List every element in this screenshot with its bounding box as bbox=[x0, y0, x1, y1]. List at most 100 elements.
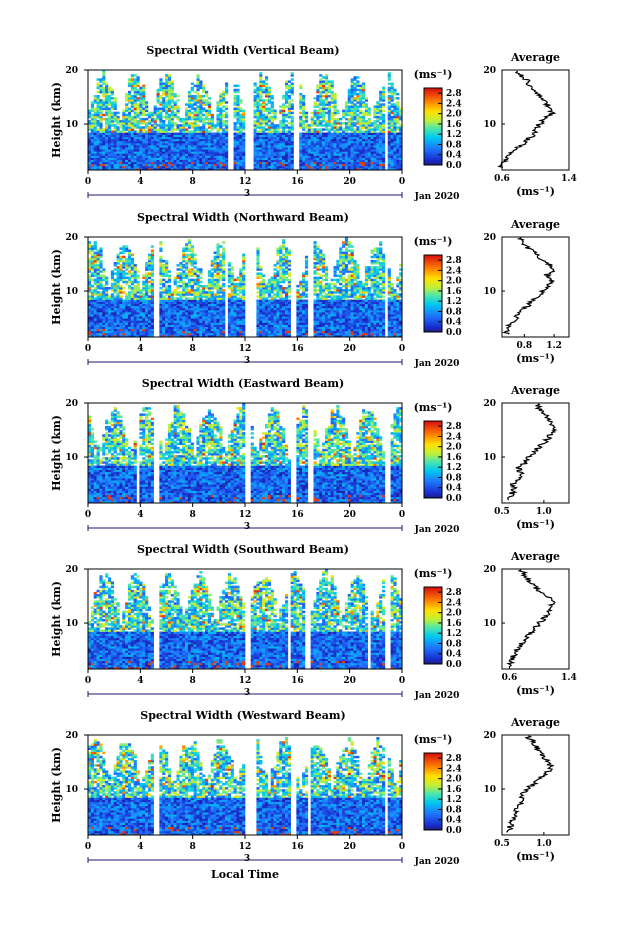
heatmap-cell bbox=[262, 120, 266, 123]
heatmap-cell bbox=[173, 167, 177, 171]
heatmap-cell bbox=[159, 138, 163, 142]
heatmap-cell bbox=[165, 82, 169, 85]
heatmap-cell bbox=[322, 120, 326, 123]
heatmap-cell bbox=[322, 117, 326, 121]
heatmap-cell bbox=[322, 165, 326, 169]
heatmap-cell bbox=[376, 142, 380, 146]
heatmap-cell bbox=[187, 136, 192, 140]
heatmap-cell bbox=[99, 332, 103, 336]
heatmap-cell bbox=[267, 136, 271, 140]
heatmap-cell bbox=[99, 247, 103, 250]
heatmap-cell bbox=[96, 312, 100, 315]
heatmap-cell bbox=[102, 105, 106, 108]
heatmap-cell bbox=[110, 293, 114, 296]
heatmap-cell bbox=[133, 289, 137, 292]
heatmap-cell bbox=[105, 280, 109, 284]
heatmap-cell bbox=[239, 130, 243, 133]
heatmap-cell bbox=[176, 167, 180, 171]
heatmap-cell bbox=[127, 297, 132, 300]
heatmap-cell bbox=[170, 161, 174, 165]
heatmap-cell bbox=[170, 309, 174, 313]
heatmap-cell bbox=[259, 159, 263, 163]
heatmap-cell bbox=[279, 165, 283, 169]
heatmap-cell bbox=[145, 301, 149, 305]
heatmap-cell bbox=[196, 324, 200, 327]
heatmap-cell bbox=[90, 130, 94, 133]
heatmap-cell bbox=[162, 274, 166, 277]
heatmap-cell bbox=[199, 270, 203, 273]
heatmap-cell bbox=[167, 157, 172, 160]
heatmap-cell bbox=[170, 138, 174, 142]
heatmap-cell bbox=[102, 312, 106, 315]
heatmap-cell bbox=[110, 117, 114, 121]
heatmap-cell bbox=[99, 117, 103, 121]
heatmap-cell bbox=[267, 130, 271, 133]
heatmap-cell bbox=[170, 136, 174, 140]
heatmap-cell bbox=[165, 138, 169, 142]
heatmap-cell bbox=[162, 136, 166, 140]
heatmap-cell bbox=[347, 97, 351, 100]
heatmap-cell bbox=[159, 120, 163, 123]
heatmap-cell bbox=[110, 157, 114, 160]
heatmap-cell bbox=[370, 128, 374, 131]
heatmap-cell bbox=[347, 153, 351, 156]
heatmap-cell bbox=[210, 274, 214, 277]
heatmap-cell bbox=[110, 147, 114, 150]
heatmap-cell bbox=[159, 157, 163, 160]
heatmap-cell bbox=[270, 130, 274, 133]
heatmap-cell bbox=[130, 155, 134, 158]
heatmap-cell bbox=[142, 95, 146, 98]
heatmap-cell bbox=[216, 107, 220, 110]
heatmap-cell bbox=[284, 163, 289, 167]
heatmap-cell bbox=[387, 155, 391, 158]
heatmap-cell bbox=[193, 95, 197, 98]
heatmap-cell bbox=[262, 136, 266, 140]
colorbar-band bbox=[424, 111, 442, 114]
heatmap-cell bbox=[122, 276, 126, 280]
heatmap-cell bbox=[327, 82, 331, 85]
heatmap-cell bbox=[225, 88, 229, 92]
heatmap-cell bbox=[139, 295, 143, 298]
heatmap-cell bbox=[88, 309, 92, 313]
heatmap-cell bbox=[342, 161, 346, 165]
heatmap-cell bbox=[167, 97, 172, 100]
heatmap-cell bbox=[99, 297, 103, 300]
heatmap-cell bbox=[210, 318, 214, 321]
heatmap-cell bbox=[316, 163, 320, 167]
heatmap-cell bbox=[130, 291, 134, 294]
heatmap-cell bbox=[173, 303, 177, 307]
heatmap-cell bbox=[113, 132, 117, 135]
heatmap-cell bbox=[199, 165, 203, 169]
heatmap-cell bbox=[333, 151, 337, 154]
heatmap-cell bbox=[173, 145, 177, 148]
heatmap-cell bbox=[122, 165, 126, 169]
heatmap-cell bbox=[207, 282, 212, 286]
heatmap-cell bbox=[322, 105, 326, 108]
heatmap-cell bbox=[125, 303, 129, 307]
heatmap-cell bbox=[170, 147, 174, 150]
heatmap-cell bbox=[267, 165, 271, 169]
heatmap-cell bbox=[193, 113, 197, 117]
heatmap-cell bbox=[342, 142, 346, 146]
heatmap-cell bbox=[399, 124, 403, 127]
heatmap-cell bbox=[382, 151, 386, 154]
heatmap-cell bbox=[350, 167, 354, 171]
heatmap-cell bbox=[90, 140, 94, 144]
heatmap-cell bbox=[182, 122, 186, 125]
heatmap-cell bbox=[142, 149, 146, 152]
heatmap-cell bbox=[173, 320, 177, 323]
heatmap-cell bbox=[207, 287, 212, 290]
heatmap-cell bbox=[210, 264, 214, 267]
heatmap-cell bbox=[162, 332, 166, 336]
heatmap-cell bbox=[133, 82, 137, 85]
heatmap-cell bbox=[364, 120, 369, 123]
heatmap-cell bbox=[187, 332, 192, 336]
heatmap-cell bbox=[130, 330, 134, 334]
heatmap-cell bbox=[393, 163, 397, 167]
heatmap-cell bbox=[90, 247, 94, 250]
heatmap-cell bbox=[282, 132, 286, 135]
heatmap-cell bbox=[156, 111, 160, 115]
heatmap-cell bbox=[219, 115, 223, 119]
heatmap-cell bbox=[96, 140, 100, 144]
heatmap-cell bbox=[193, 316, 197, 319]
